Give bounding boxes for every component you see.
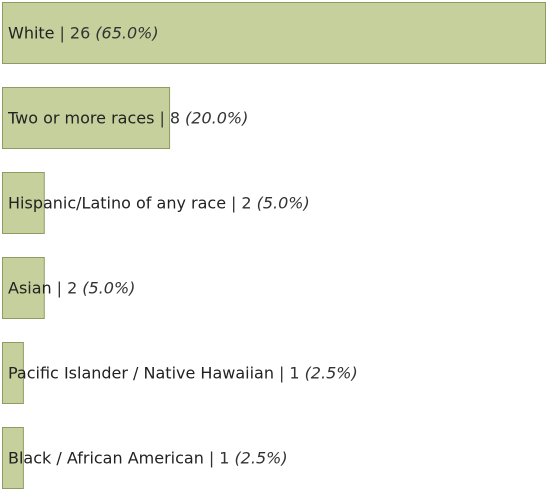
category-label: White <box>8 23 55 42</box>
percent-label: (20.0%) <box>185 108 248 127</box>
percent-label: (65.0%) <box>95 23 158 42</box>
separator: | <box>231 193 236 212</box>
bar-label: Asian | 2 (5.0%) <box>8 278 135 297</box>
bar <box>2 342 24 404</box>
count-label: 2 <box>241 193 251 212</box>
bar-label: Hispanic/Latino of any race | 2 (5.0%) <box>8 193 310 212</box>
separator: | <box>60 23 65 42</box>
bar <box>2 87 171 149</box>
bar-label: White | 26 (65.0%) <box>8 23 159 42</box>
separator: | <box>279 363 284 382</box>
bar <box>2 427 24 489</box>
percent-label: (2.5%) <box>305 363 358 382</box>
percent-label: (5.0%) <box>257 193 310 212</box>
category-label: Two or more races <box>7 108 154 127</box>
percent-label: (2.5%) <box>234 448 287 467</box>
bar <box>2 257 45 319</box>
count-label: 26 <box>70 23 90 42</box>
bar-label: Two or more races | 8 (20.0%) <box>7 108 248 127</box>
bar-label: Pacific Islander / Native Hawaiian | 1 (2.5… <box>8 363 358 382</box>
count-label: 1 <box>219 448 229 467</box>
count-label: 8 <box>170 108 180 127</box>
percent-label: (5.0%) <box>82 278 135 297</box>
category-label: Asian <box>8 278 52 297</box>
bar <box>2 2 546 64</box>
separator: | <box>159 108 164 127</box>
category-label: Hispanic/Latino of any race <box>8 193 226 212</box>
bar <box>2 172 45 234</box>
bar-label: Black / African American | 1 (2.5%) <box>8 448 288 467</box>
count-label: 1 <box>289 363 299 382</box>
category-label: Pacific Islander / Native Hawaiian <box>8 363 274 382</box>
category-label: Black / African American <box>8 448 204 467</box>
count-label: 2 <box>67 278 77 297</box>
separator: | <box>57 278 62 297</box>
separator: | <box>209 448 214 467</box>
